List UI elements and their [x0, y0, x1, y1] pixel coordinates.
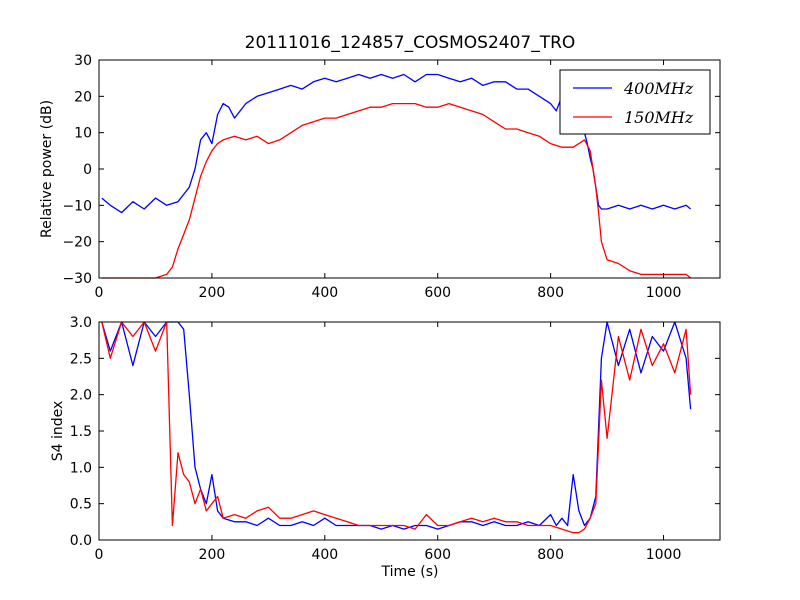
- bottom-panel-series: [101, 321, 692, 534]
- bottom-x-tick-label: 400: [311, 547, 338, 563]
- bottom-y-tick-label: 1.5: [70, 424, 92, 440]
- top-x-tick-label: 1000: [646, 285, 682, 301]
- top-panel-ticks: 0 200 400 600 800 1000 −30 −20 −10 0 10 20 30: [62, 53, 720, 301]
- top-x-tick-label: 800: [537, 285, 564, 301]
- top-y-axis-label: Relative power (dB): [39, 100, 55, 238]
- top-y-tick-label: 20: [74, 89, 92, 105]
- x-axis-label: Time (s): [381, 564, 439, 580]
- bottom-y-tick-label: 0.0: [70, 533, 92, 549]
- legend-box: [559, 69, 711, 135]
- bottom-panel-ticks: 0 200 400 600 800 1000 0.0 0.5 1.0 1.5 2.0 2.5 3.0: [70, 315, 720, 563]
- bottom-y-tick-label: 2.0: [70, 388, 92, 404]
- bottom-x-tick-label: 600: [424, 547, 451, 563]
- top-y-tick-label: −30: [62, 271, 92, 287]
- top-x-tick-label: 600: [424, 285, 451, 301]
- top-panel-series: [101, 73, 692, 279]
- legend-label-150mhz: 150MHz: [624, 108, 694, 127]
- bottom-y-axis-label: S4 index: [50, 401, 66, 462]
- bottom-x-tick-label: 200: [199, 547, 226, 563]
- bottom-x-tick-label: 1000: [646, 547, 682, 563]
- top-y-tick-label: 10: [74, 126, 92, 142]
- bottom-y-tick-label: 2.5: [70, 351, 92, 367]
- top-y-tick-label: −10: [62, 198, 92, 214]
- bottom-x-tick-label: 0: [95, 547, 104, 563]
- legend: 400MHz 150MHz: [559, 69, 711, 135]
- top-y-tick-label: 30: [74, 53, 92, 69]
- top-series-line-150mhz: [101, 102, 692, 279]
- chart-title: 20111016_124857_COSMOS2407_TRO: [245, 33, 576, 53]
- top-panel: 0 200 400 600 800 1000 −30 −20 −10 0 10 20 30 Relati…: [39, 53, 721, 301]
- top-y-tick-label: 0: [83, 162, 92, 178]
- top-y-tick-label: −20: [62, 235, 92, 251]
- bottom-y-tick-label: 3.0: [70, 315, 92, 331]
- bottom-series-line-400mhz: [101, 321, 692, 530]
- bottom-y-tick-label: 0.5: [70, 497, 92, 513]
- legend-label-400mhz: 400MHz: [623, 79, 694, 98]
- top-x-tick-label: 200: [199, 285, 226, 301]
- top-x-tick-label: 0: [95, 285, 104, 301]
- bottom-x-tick-label: 800: [537, 547, 564, 563]
- top-x-tick-label: 400: [311, 285, 338, 301]
- bottom-y-tick-label: 1.0: [70, 460, 92, 476]
- bottom-panel: 0 200 400 600 800 1000 0.0 0.5 1.0 1.5 2.0 2.5 3.0 S…: [50, 315, 721, 580]
- bottom-series-line-150mhz: [101, 321, 692, 534]
